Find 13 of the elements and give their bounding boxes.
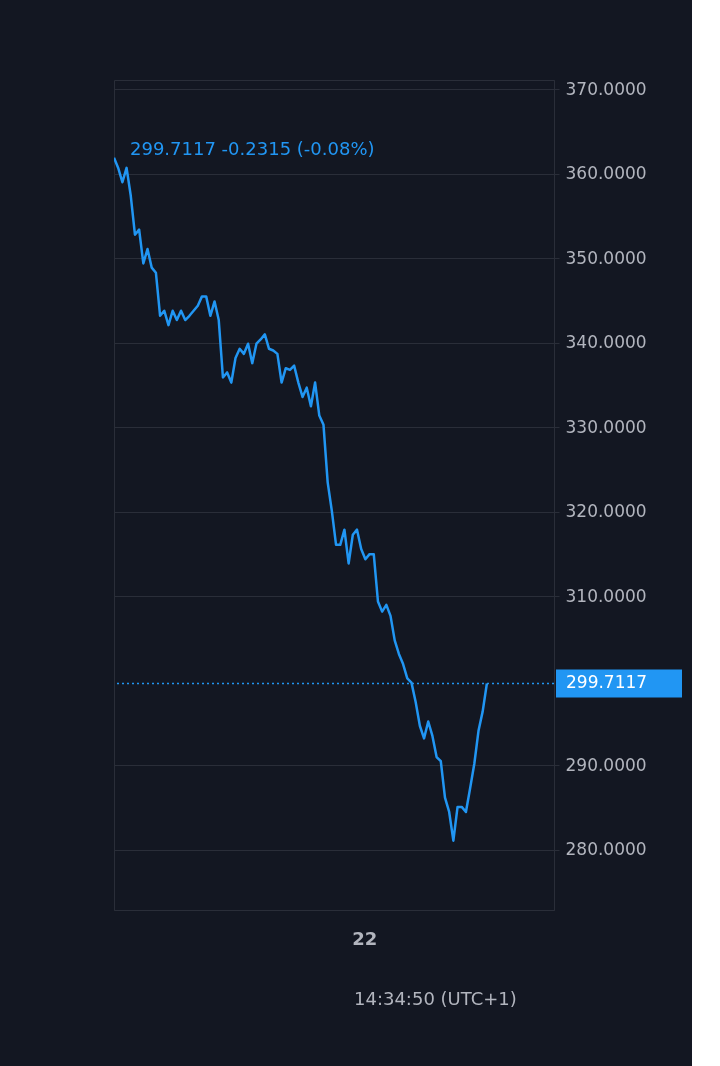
annotation: 299.7117 -0.2315 (-0.08%): [130, 138, 375, 159]
y-tick-label: 290.0000: [565, 754, 647, 775]
y-tick-label: 280.0000: [565, 839, 647, 860]
y-tick-label: 350.0000: [565, 247, 647, 268]
ref-line-label: 299.7117: [566, 672, 648, 693]
y-tick-label: 320.0000: [565, 501, 647, 522]
text: 14:34:50 (UTC+1): [354, 988, 517, 1009]
y-tick-label: 360.0000: [565, 163, 647, 184]
y-tick-label: 330.0000: [565, 416, 647, 437]
text: 22: [352, 928, 378, 949]
y-tick-label: 340.0000: [565, 332, 647, 353]
y-tick-label: 370.0000: [565, 78, 647, 99]
y-tick-label: 310.0000: [565, 585, 647, 606]
